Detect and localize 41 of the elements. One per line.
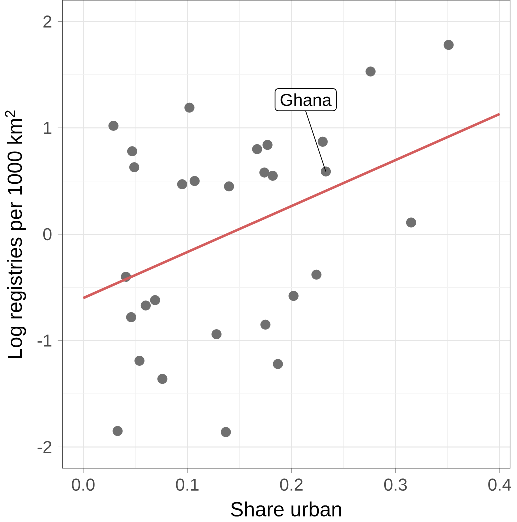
x-tick-label: 0.2 (280, 478, 303, 491)
point (127, 146, 138, 157)
point (126, 312, 136, 322)
point (268, 170, 278, 182)
point (140, 300, 151, 311)
y-tick-label: 2 (44, 16, 52, 28)
point (262, 140, 273, 150)
point (108, 120, 119, 132)
y-tick-label: 1 (44, 122, 52, 134)
point (320, 166, 332, 177)
point (129, 162, 140, 172)
point (260, 320, 271, 330)
point (273, 359, 284, 370)
point (184, 102, 195, 113)
point (112, 426, 123, 436)
x-tick-label: 0.3 (384, 478, 407, 491)
point (406, 218, 416, 228)
x-tick-label: 0.4 (488, 478, 512, 491)
y-tick-label: -1 (38, 334, 52, 347)
point (366, 66, 376, 77)
point (221, 427, 232, 438)
point (288, 291, 299, 302)
annotation: Ghana (280, 94, 332, 106)
point (212, 329, 222, 340)
point (190, 176, 200, 186)
point (318, 136, 328, 147)
x-tick-label: 0.1 (176, 478, 199, 491)
point (150, 295, 160, 306)
point (158, 374, 168, 384)
y-axis-title: Log registries per 1000 km$^{2}$ (5, 110, 26, 358)
x-axis-title: Share urban (231, 502, 342, 517)
point (224, 182, 234, 192)
point (260, 168, 270, 178)
point (134, 356, 145, 366)
point (444, 40, 454, 50)
point (177, 179, 188, 190)
point (252, 144, 262, 154)
x-tick-label: 0.0 (72, 478, 95, 491)
point (312, 270, 322, 280)
y-tick-label: -2 (38, 441, 52, 454)
y-tick-label: 0 (43, 228, 52, 241)
